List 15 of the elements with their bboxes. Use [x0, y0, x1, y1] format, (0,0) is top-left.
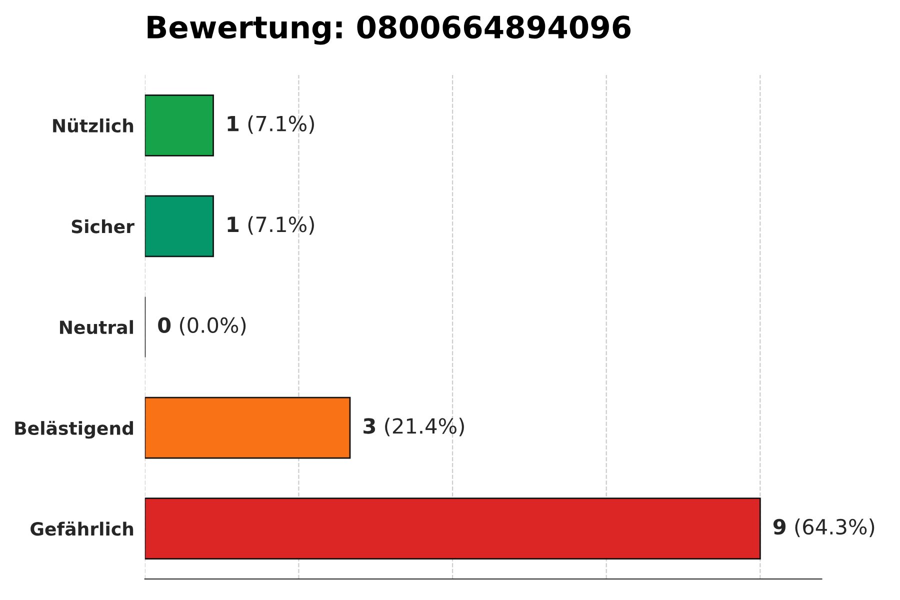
data-label: 0 (0.0%)	[158, 316, 246, 336]
y-tick-label: Neutral	[60, 320, 133, 334]
y-tick-label: Belästigend	[15, 420, 133, 439]
data-label: 3 (21.4%)	[364, 418, 464, 436]
y-tick-label: Nützlich	[53, 118, 134, 133]
data-label: 1 (7.1%)	[228, 115, 314, 134]
bar	[144, 396, 351, 459]
data-label: 9 (64.3%)	[773, 518, 874, 538]
bar	[144, 94, 214, 156]
chart-title: Bewertung: 0800664894096	[148, 16, 631, 45]
y-tick-label: Sicher	[72, 219, 134, 234]
bar	[144, 498, 761, 560]
y-tick-label: Gefährlich	[30, 521, 134, 536]
bar	[144, 195, 214, 258]
data-label: 1 (7.1%)	[228, 216, 314, 235]
